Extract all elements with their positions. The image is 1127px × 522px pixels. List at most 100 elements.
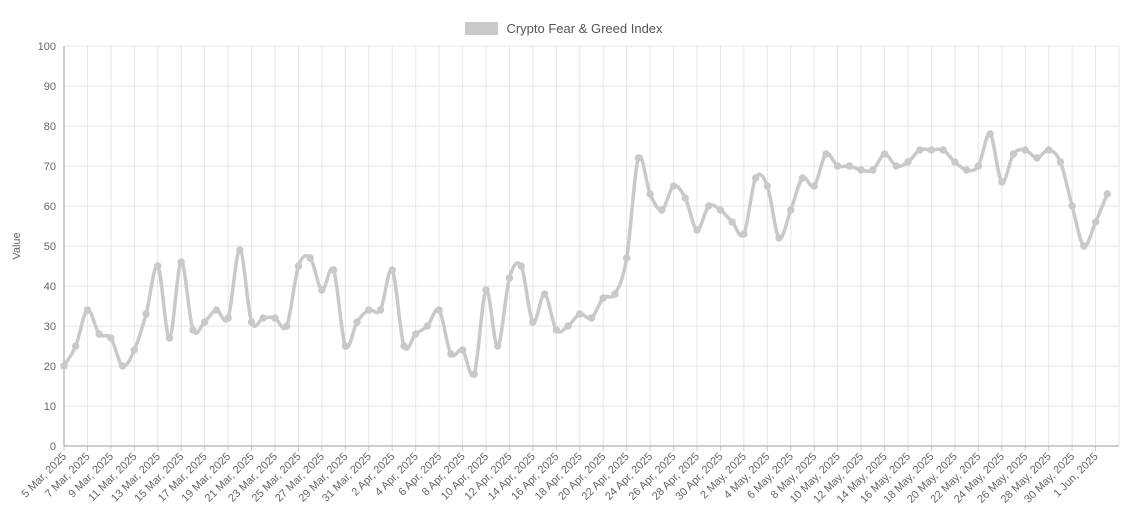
data-point-marker[interactable]	[154, 262, 162, 270]
data-point-marker[interactable]	[728, 218, 736, 226]
data-point-marker[interactable]	[552, 326, 561, 334]
data-point-marker[interactable]	[517, 262, 525, 270]
data-point-marker[interactable]	[247, 318, 256, 326]
data-point-marker[interactable]	[951, 158, 959, 166]
data-point-marker[interactable]	[388, 266, 396, 274]
data-point-marker[interactable]	[845, 162, 854, 170]
data-point-marker[interactable]	[740, 230, 748, 238]
data-point-marker[interactable]	[705, 202, 713, 210]
data-point-marker[interactable]	[482, 286, 490, 294]
data-point-marker[interactable]	[1080, 242, 1088, 250]
data-point-marker[interactable]	[236, 246, 244, 254]
data-point-marker[interactable]	[189, 326, 197, 334]
data-point-marker[interactable]	[365, 306, 373, 314]
data-point-marker[interactable]	[470, 370, 478, 378]
data-point-marker[interactable]	[505, 274, 514, 282]
data-point-marker[interactable]	[1021, 146, 1029, 154]
data-point-marker[interactable]	[271, 314, 279, 322]
data-point-marker[interactable]	[341, 342, 350, 350]
data-point-marker[interactable]	[916, 146, 924, 154]
data-point-marker[interactable]	[927, 146, 936, 154]
data-point-marker[interactable]	[716, 206, 725, 214]
y-axis-label: 0	[50, 441, 56, 453]
data-point-marker[interactable]	[693, 226, 701, 234]
data-point-marker[interactable]	[564, 322, 572, 330]
data-point-marker[interactable]	[939, 146, 947, 154]
y-axis-label: 90	[44, 81, 56, 93]
data-point-marker[interactable]	[540, 290, 549, 298]
y-axis-label: 70	[44, 161, 56, 173]
data-point-marker[interactable]	[681, 194, 689, 202]
legend-item[interactable]: Crypto Fear & Greed Index	[464, 21, 663, 36]
data-point-marker[interactable]	[118, 362, 127, 370]
data-point-marker[interactable]	[810, 182, 818, 190]
data-point-marker[interactable]	[763, 182, 772, 190]
data-point-marker[interactable]	[318, 286, 326, 294]
data-point-marker[interactable]	[212, 306, 221, 314]
data-point-marker[interactable]	[1068, 202, 1076, 210]
data-point-marker[interactable]	[1091, 218, 1100, 226]
data-point-marker[interactable]	[822, 150, 830, 158]
y-axis-label: 50	[44, 241, 56, 253]
data-point-marker[interactable]	[447, 350, 455, 358]
data-point-marker[interactable]	[494, 342, 502, 350]
data-point-marker[interactable]	[1103, 190, 1111, 198]
data-point-marker[interactable]	[880, 150, 889, 158]
data-point-marker[interactable]	[353, 318, 361, 326]
data-point-marker[interactable]	[892, 162, 900, 170]
y-axis-label: 20	[44, 361, 56, 373]
data-point-marker[interactable]	[435, 306, 443, 314]
data-point-marker[interactable]	[200, 318, 209, 326]
data-point-marker[interactable]	[400, 342, 408, 350]
data-point-marker[interactable]	[423, 322, 432, 330]
data-point-marker[interactable]	[1044, 146, 1053, 154]
data-point-marker[interactable]	[634, 154, 643, 162]
data-point-marker[interactable]	[95, 330, 103, 338]
data-point-marker[interactable]	[1009, 150, 1018, 158]
data-point-marker[interactable]	[529, 318, 537, 326]
data-point-marker[interactable]	[857, 166, 865, 174]
data-point-marker[interactable]	[986, 130, 994, 138]
data-point-marker[interactable]	[224, 314, 232, 322]
data-point-marker[interactable]	[130, 346, 139, 354]
data-point-marker[interactable]	[411, 330, 420, 338]
data-point-marker[interactable]	[833, 162, 842, 170]
data-point-marker[interactable]	[587, 314, 596, 322]
data-point-marker[interactable]	[306, 254, 314, 262]
data-point-marker[interactable]	[658, 206, 666, 214]
data-point-marker[interactable]	[974, 162, 983, 170]
data-point-marker[interactable]	[599, 294, 607, 302]
data-point-marker[interactable]	[611, 290, 619, 298]
data-point-marker[interactable]	[1033, 154, 1041, 162]
data-point-marker[interactable]	[998, 178, 1006, 186]
data-point-marker[interactable]	[904, 158, 912, 166]
y-axis-label: 10	[44, 401, 56, 413]
data-point-marker[interactable]	[142, 310, 150, 318]
data-point-marker[interactable]	[60, 362, 68, 370]
data-point-marker[interactable]	[72, 342, 80, 350]
data-point-marker[interactable]	[669, 182, 678, 190]
data-point-marker[interactable]	[83, 306, 92, 314]
data-point-marker[interactable]	[376, 306, 385, 314]
data-point-marker[interactable]	[458, 346, 467, 354]
data-point-marker[interactable]	[576, 310, 584, 318]
data-point-marker[interactable]	[775, 234, 783, 242]
data-point-marker[interactable]	[962, 166, 971, 174]
data-point-marker[interactable]	[787, 206, 795, 214]
data-point-marker[interactable]	[1056, 158, 1065, 166]
data-point-marker[interactable]	[259, 314, 267, 322]
data-point-marker[interactable]	[622, 254, 631, 262]
data-point-marker[interactable]	[798, 174, 807, 182]
data-point-marker[interactable]	[165, 334, 174, 342]
data-point-marker[interactable]	[329, 266, 338, 274]
data-point-marker[interactable]	[646, 190, 654, 198]
data-point-marker[interactable]	[107, 334, 115, 342]
data-point-marker[interactable]	[294, 262, 303, 270]
data-point-marker[interactable]	[177, 258, 185, 266]
y-axis-label: 30	[44, 321, 56, 333]
data-point-marker[interactable]	[869, 166, 877, 174]
data-point-marker[interactable]	[283, 322, 291, 330]
data-point-marker[interactable]	[751, 174, 760, 182]
